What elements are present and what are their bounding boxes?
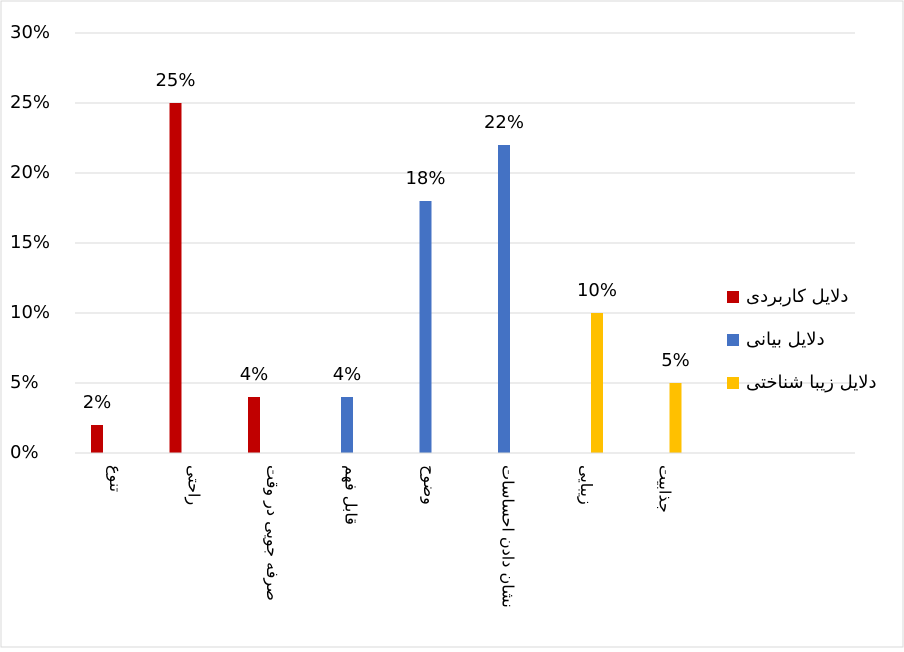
y-tick-label: 10%: [10, 302, 50, 323]
x-tick-label: راحتی: [183, 465, 203, 505]
x-tick-label: صرفه جویی در وقت: [262, 465, 282, 601]
bar: [169, 103, 182, 453]
legend-label: دلایل کاربردی: [746, 286, 848, 307]
bar: [91, 425, 103, 453]
bar: [341, 397, 353, 453]
bar: [248, 397, 260, 453]
x-tick-label: وضوح: [419, 465, 439, 505]
legend-label: دلایل بیانی: [746, 329, 825, 350]
value-label: 5%: [661, 350, 690, 371]
y-tick-label: 30%: [10, 22, 50, 43]
x-tick-label: نشان دادن احساسات: [498, 465, 517, 608]
y-tick-label: 20%: [10, 162, 50, 183]
legend-label: دلایل زیبا شناختی: [746, 372, 877, 393]
legend-swatch: [727, 291, 739, 303]
legend-swatch: [727, 334, 739, 346]
bar: [419, 201, 432, 453]
legend-swatch: [727, 377, 739, 389]
bar: [591, 313, 603, 453]
x-tick-label: تنوع: [105, 465, 125, 492]
value-label: 18%: [405, 168, 445, 189]
y-tick-label: 0%: [10, 442, 39, 463]
value-label: 4%: [240, 364, 269, 385]
y-tick-label: 5%: [10, 372, 39, 393]
y-tick-label: 15%: [10, 232, 50, 253]
x-tick-label: قابل فهم: [340, 465, 360, 525]
y-tick-label: 25%: [10, 92, 50, 113]
value-label: 4%: [333, 364, 362, 385]
bar: [669, 383, 682, 453]
value-label: 25%: [155, 70, 195, 91]
value-label: 22%: [484, 112, 524, 133]
value-label: 2%: [83, 392, 112, 413]
value-label: 10%: [577, 280, 617, 301]
x-tick-label: جذابیت: [655, 465, 674, 513]
x-tick-label: زیبایی: [576, 465, 596, 505]
bar: [498, 145, 510, 453]
